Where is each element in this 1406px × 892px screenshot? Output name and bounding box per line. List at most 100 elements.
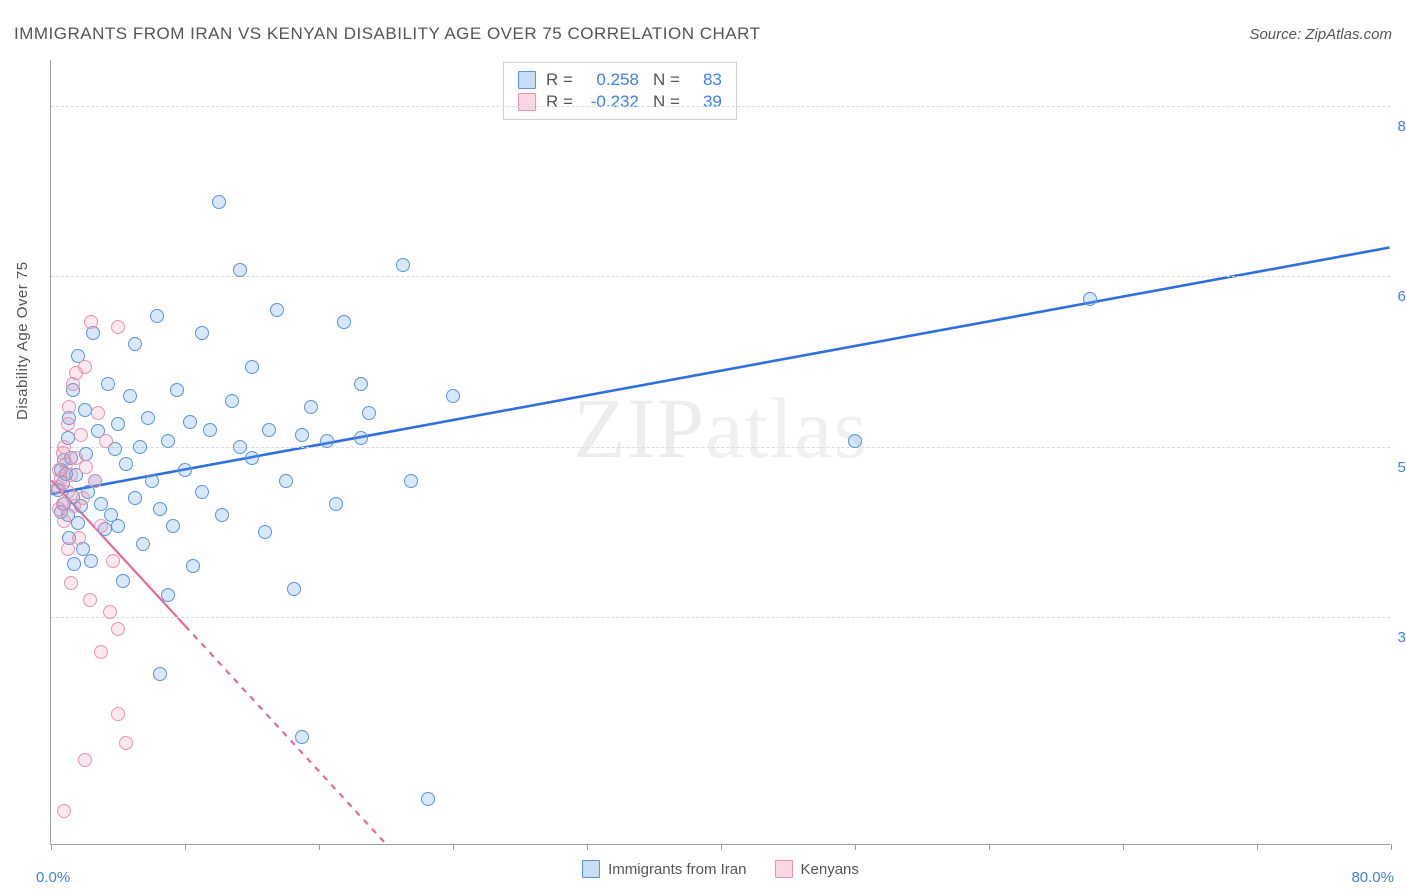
data-point — [111, 707, 125, 721]
data-point — [64, 468, 78, 482]
stats-legend: R = 0.258 N = 83 R = -0.232 N = 39 — [503, 62, 737, 120]
trend-line-dashed — [185, 626, 386, 844]
data-point — [195, 326, 209, 340]
data-point — [94, 519, 108, 533]
data-point — [111, 417, 125, 431]
data-point — [133, 440, 147, 454]
data-point — [78, 403, 92, 417]
data-point — [99, 434, 113, 448]
data-point — [225, 394, 239, 408]
x-axis-max-label: 80.0% — [1351, 869, 1394, 886]
data-point — [72, 531, 86, 545]
data-point — [84, 554, 98, 568]
data-point — [203, 423, 217, 437]
source-label: Source: ZipAtlas.com — [1249, 26, 1392, 43]
stat-r-value-2: -0.232 — [585, 92, 639, 112]
legend-label-1: Immigrants from Iran — [608, 861, 746, 878]
x-tick — [1123, 844, 1124, 850]
data-point — [279, 474, 293, 488]
stat-r-value-1: 0.258 — [585, 70, 639, 90]
data-point — [119, 457, 133, 471]
data-point — [103, 605, 117, 619]
gridline — [51, 447, 1390, 448]
series-legend: Immigrants from Iran Kenyans — [51, 860, 1390, 878]
data-point — [94, 645, 108, 659]
x-tick — [1257, 844, 1258, 850]
stat-n-value-2: 39 — [692, 92, 722, 112]
x-tick — [319, 844, 320, 850]
data-point — [78, 753, 92, 767]
data-point — [354, 431, 368, 445]
x-axis-min-label: 0.0% — [36, 869, 70, 886]
x-tick — [855, 844, 856, 850]
data-point — [212, 195, 226, 209]
data-point — [354, 377, 368, 391]
data-point — [83, 593, 97, 607]
data-point — [446, 389, 460, 403]
data-point — [71, 516, 85, 530]
swatch-blue-icon — [518, 71, 536, 89]
data-point — [128, 337, 142, 351]
data-point — [150, 309, 164, 323]
data-point — [258, 525, 272, 539]
data-point — [215, 508, 229, 522]
x-tick — [453, 844, 454, 850]
x-tick — [587, 844, 588, 850]
stat-n-value-1: 83 — [692, 70, 722, 90]
data-point — [116, 574, 130, 588]
y-axis-label: Disability Age Over 75 — [14, 261, 31, 420]
data-point — [320, 434, 334, 448]
data-point — [128, 491, 142, 505]
data-point — [295, 428, 309, 442]
data-point — [61, 417, 75, 431]
legend-label-2: Kenyans — [801, 861, 859, 878]
y-tick-label: 35.0% — [1392, 629, 1406, 646]
x-tick — [989, 844, 990, 850]
data-point — [183, 415, 197, 429]
title-row: IMMIGRANTS FROM IRAN VS KENYAN DISABILIT… — [14, 24, 1392, 44]
data-point — [57, 514, 71, 528]
data-point — [329, 497, 343, 511]
data-point — [270, 303, 284, 317]
data-point — [84, 315, 98, 329]
data-point — [64, 576, 78, 590]
data-point — [233, 263, 247, 277]
data-point — [245, 451, 259, 465]
x-tick — [51, 844, 52, 850]
legend-item-1: Immigrants from Iran — [582, 860, 746, 878]
data-point — [848, 434, 862, 448]
data-point — [337, 315, 351, 329]
data-point — [119, 736, 133, 750]
stats-row-2: R = -0.232 N = 39 — [518, 91, 722, 113]
y-tick-label: 80.0% — [1392, 118, 1406, 135]
stats-row-1: R = 0.258 N = 83 — [518, 69, 722, 91]
data-point — [233, 440, 247, 454]
data-point — [76, 491, 90, 505]
data-point — [111, 519, 125, 533]
swatch-pink-icon — [775, 860, 793, 878]
data-point — [170, 383, 184, 397]
plot-area: ZIPatlas R = 0.258 N = 83 R = -0.232 N =… — [50, 60, 1390, 845]
stat-r-label: R = — [546, 70, 573, 90]
data-point — [1083, 292, 1097, 306]
x-tick — [185, 844, 186, 850]
data-point — [106, 554, 120, 568]
x-tick — [1391, 844, 1392, 850]
data-point — [78, 360, 92, 374]
legend-item-2: Kenyans — [775, 860, 859, 878]
data-point — [161, 434, 175, 448]
data-point — [141, 411, 155, 425]
data-point — [396, 258, 410, 272]
data-point — [61, 485, 75, 499]
stat-r-label: R = — [546, 92, 573, 112]
data-point — [404, 474, 418, 488]
data-point — [88, 474, 102, 488]
data-point — [421, 792, 435, 806]
data-point — [101, 377, 115, 391]
data-point — [186, 559, 200, 573]
y-tick-label: 65.0% — [1392, 288, 1406, 305]
data-point — [123, 389, 137, 403]
data-point — [153, 502, 167, 516]
gridline — [51, 276, 1390, 277]
data-point — [57, 440, 71, 454]
